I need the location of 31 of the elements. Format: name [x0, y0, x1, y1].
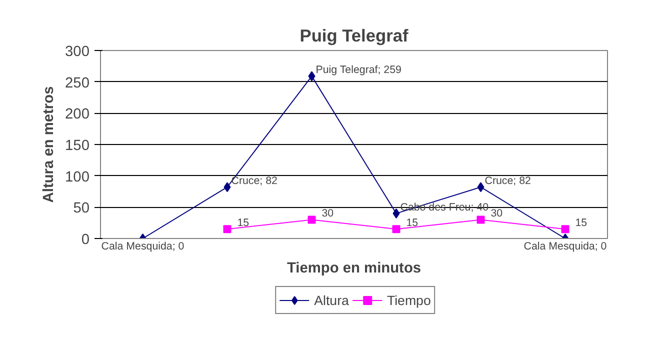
- point: [476, 216, 485, 224]
- point: [477, 182, 484, 192]
- data-label: Puig Telegraf; 259: [316, 64, 402, 76]
- data-label: 15: [237, 217, 250, 230]
- y-tick-label: 300: [65, 44, 90, 60]
- data-label: 30: [490, 208, 503, 220]
- data-label: Cruce; 82: [231, 175, 278, 188]
- y-tick-label: 150: [65, 138, 90, 154]
- point: [308, 216, 316, 224]
- y-tick-label: 0: [81, 232, 90, 248]
- data-label: Cala Mesquida; 0: [524, 240, 607, 252]
- point: [561, 225, 570, 234]
- y-tick-label: 200: [65, 106, 90, 123]
- y-tick-label: 250: [65, 75, 90, 92]
- y-tick-label: 100: [65, 169, 90, 186]
- data-label: Cala Mesquida; 0: [101, 240, 184, 252]
- point: [392, 208, 400, 218]
- y-axis-title: Altura en metros: [41, 86, 58, 203]
- data-label: Cruce; 82: [484, 175, 532, 188]
- chart-title: Puig Telegraf: [300, 26, 408, 46]
- point: [392, 225, 400, 234]
- point: [223, 225, 232, 234]
- data-label: 15: [575, 217, 588, 230]
- data-label: 30: [322, 208, 334, 220]
- data-label: 15: [406, 217, 418, 230]
- legend-label: Altura: [314, 292, 349, 308]
- point: [224, 182, 231, 192]
- y-tick-label: 50: [73, 200, 90, 217]
- legend-label: Tiempo: [386, 292, 431, 308]
- point: [308, 71, 316, 82]
- x-axis-title: Tiempo en minutos: [286, 260, 422, 276]
